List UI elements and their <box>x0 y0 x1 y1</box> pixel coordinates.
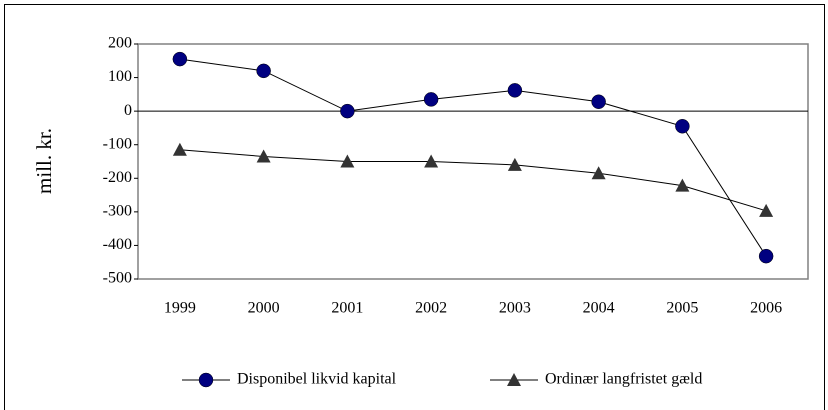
x-tick-label: 1999 <box>164 300 196 317</box>
legend-label: Disponibel likvid kapital <box>237 371 397 388</box>
marker <box>256 63 271 79</box>
y-axis-label: mill. kr. <box>32 128 56 194</box>
marker <box>423 92 439 107</box>
marker <box>675 178 690 192</box>
y-tick-label: -400 <box>103 236 132 253</box>
legend-marker <box>198 372 214 388</box>
x-tick-label: 2004 <box>583 300 615 317</box>
x-tick-label: 2001 <box>331 300 363 317</box>
x-tick-label: 2002 <box>415 300 447 317</box>
legend-label: Ordinær langfristet gæld <box>545 371 702 388</box>
marker <box>172 51 188 67</box>
x-tick-label: 2003 <box>499 300 531 317</box>
y-tick-label: 100 <box>108 68 132 85</box>
marker <box>758 248 774 264</box>
y-tick-label: -500 <box>103 270 132 287</box>
y-tick-label: 200 <box>108 35 132 52</box>
marker <box>507 83 523 98</box>
marker <box>340 103 355 119</box>
marker <box>591 94 606 109</box>
marker <box>591 166 606 180</box>
marker <box>507 157 522 171</box>
plot-area <box>137 43 809 280</box>
x-tick-label: 2000 <box>248 300 280 317</box>
y-tick-label: -100 <box>103 135 132 152</box>
marker <box>172 142 187 156</box>
x-tick-label: 2006 <box>750 300 782 317</box>
x-tick-label: 2005 <box>666 300 698 317</box>
marker <box>675 119 690 134</box>
marker <box>424 154 439 168</box>
marker <box>340 154 355 168</box>
marker <box>759 203 774 217</box>
series-line <box>179 149 767 212</box>
y-tick-label: -200 <box>103 169 132 186</box>
legend-marker <box>507 373 521 386</box>
series-line <box>179 58 767 257</box>
marker <box>256 149 271 163</box>
y-tick-label: -300 <box>103 203 132 220</box>
y-tick-label: 0 <box>124 102 132 119</box>
